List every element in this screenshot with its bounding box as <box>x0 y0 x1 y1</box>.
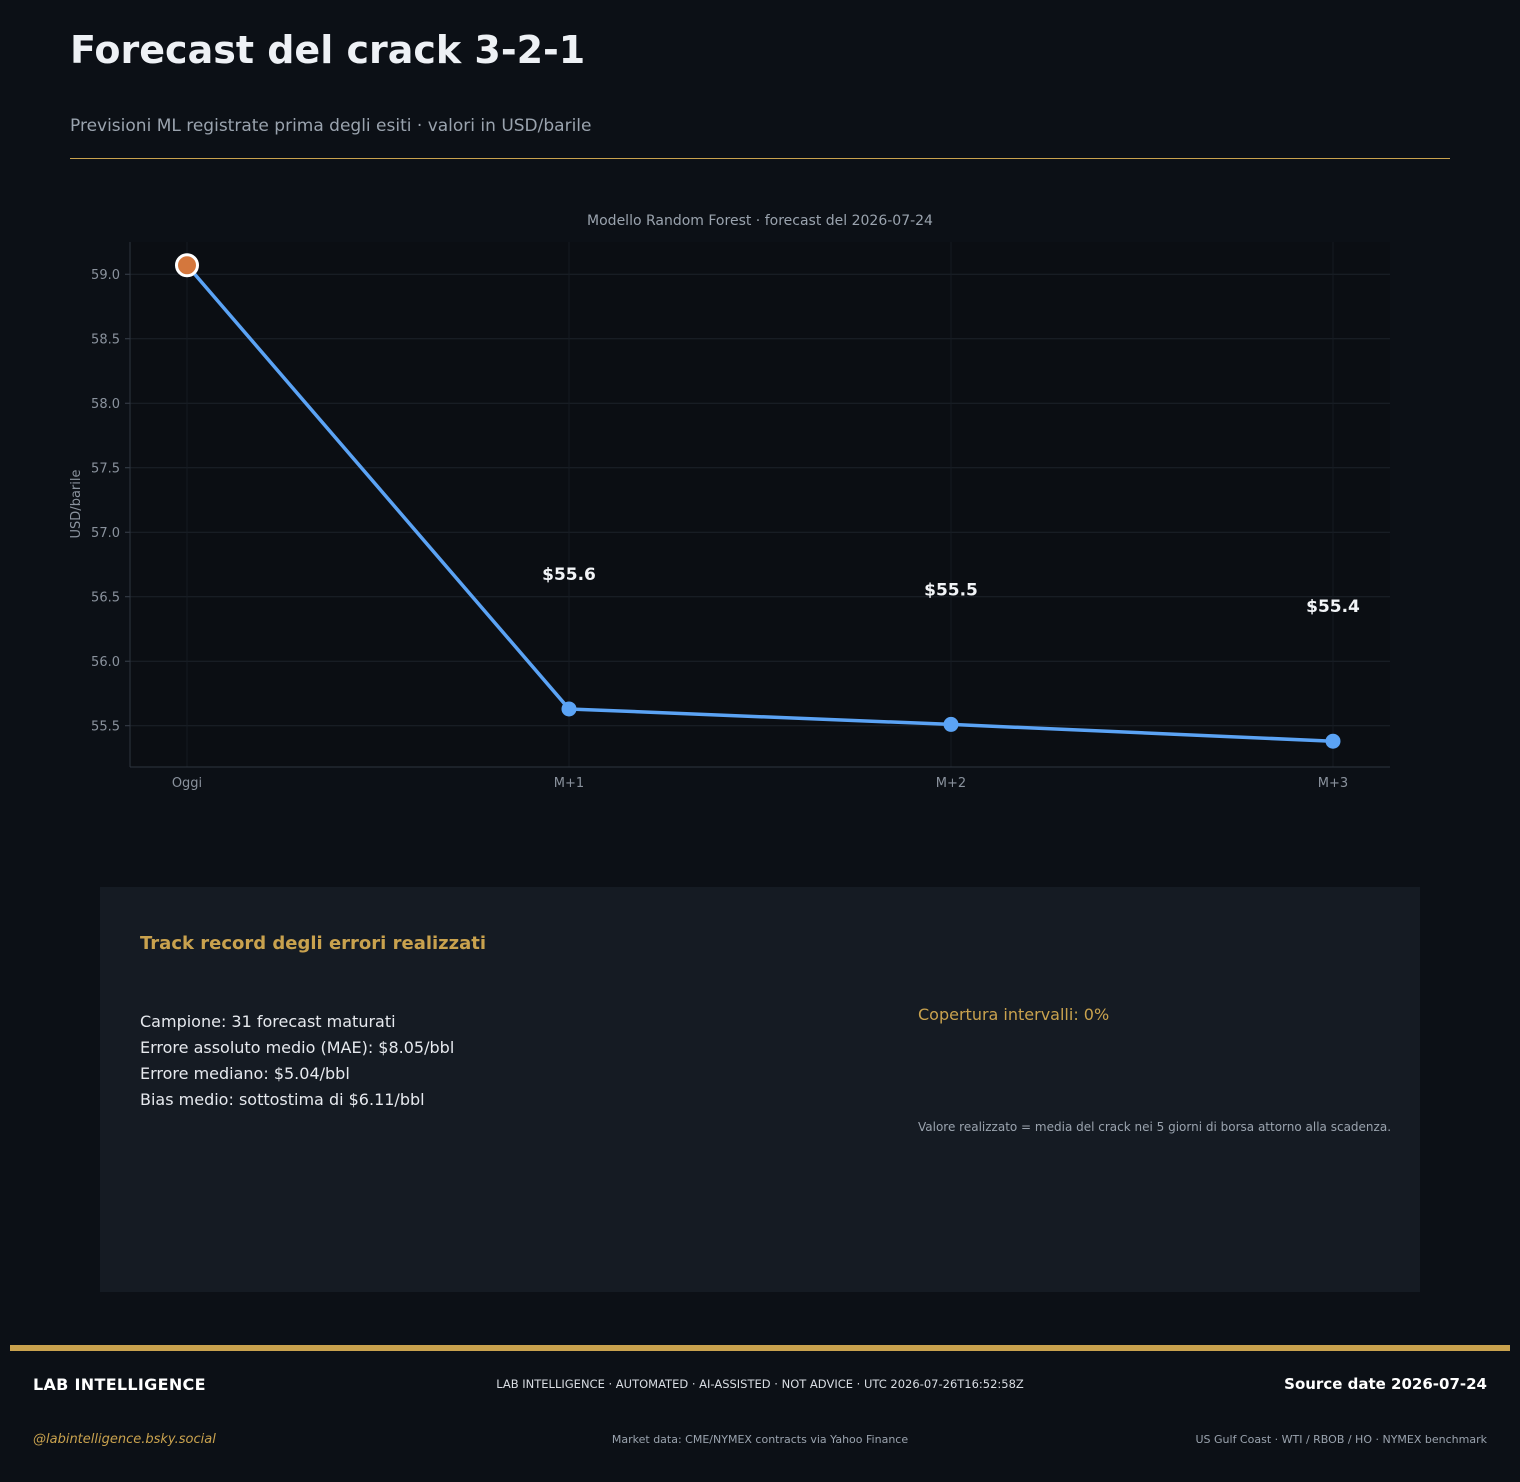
footer-market-data: Market data: CME/NYMEX contracts via Yah… <box>611 1433 909 1446</box>
y-tick-label: 56.0 <box>91 655 120 670</box>
forecast-series-line <box>185 263 1335 743</box>
realized-value-note: Valore realizzato = media del crack nei … <box>918 1120 1392 1134</box>
forecast-point <box>943 716 959 732</box>
page-title: Forecast del crack 3-2-1 <box>70 28 586 72</box>
data-label: $55.6 <box>542 565 596 585</box>
y-tick-label: 58.0 <box>91 397 120 412</box>
page-subtitle: Previsioni ML registrate prima degli esi… <box>70 116 592 136</box>
y-tick-label: 59.0 <box>91 268 120 283</box>
stat-median-error: Errore mediano: $5.04/bbl <box>140 1064 350 1083</box>
y-tick-label: 56.5 <box>91 591 120 606</box>
y-tick-label: 58.5 <box>91 333 120 348</box>
track-record-panel: Track record degli errori realizzati Cam… <box>100 887 1420 1292</box>
x-tick-label: M+3 <box>1318 776 1348 791</box>
forecast-point <box>561 701 577 717</box>
chart-title: Modello Random Forest · forecast del 202… <box>587 213 933 229</box>
header-divider <box>70 158 1450 159</box>
interval-coverage: Copertura intervalli: 0% <box>918 1005 1110 1024</box>
today-point <box>175 253 199 278</box>
y-tick-label: 57.0 <box>91 526 120 541</box>
track-record-stats: Campione: 31 forecast maturati Errore as… <box>140 1009 454 1113</box>
y-tick-label: 55.5 <box>91 720 120 735</box>
data-label: $55.5 <box>924 580 978 600</box>
footer-disclaimer: LAB INTELLIGENCE · AUTOMATED · AI-ASSIST… <box>496 1377 1024 1391</box>
footer-accent-bar <box>10 1345 1510 1351</box>
stat-mae: Errore assoluto medio (MAE): $8.05/bbl <box>140 1038 455 1057</box>
stat-sample: Campione: 31 forecast maturati <box>140 1012 396 1031</box>
footer-social-handle[interactable]: @labintelligence.bsky.social <box>33 1432 216 1447</box>
forecast-point <box>1325 733 1341 749</box>
forecast-line-chart: Modello Random Forest · forecast del 202… <box>69 213 1390 791</box>
y-tick-label: 57.5 <box>91 462 120 477</box>
y-axis-label: USD/barile <box>69 470 84 539</box>
x-tick-label: Oggi <box>172 776 202 791</box>
x-tick-label: M+1 <box>554 776 584 791</box>
data-label: $55.4 <box>1306 597 1360 617</box>
x-tick-label: M+2 <box>936 776 966 791</box>
stat-bias: Bias medio: sottostima di $6.11/bbl <box>140 1090 425 1109</box>
footer-source-date: Source date 2026-07-24 <box>1284 1375 1487 1393</box>
track-record-title: Track record degli errori realizzati <box>140 933 487 954</box>
plot-area <box>130 242 1390 767</box>
footer-benchmark: US Gulf Coast · WTI / RBOB / HO · NYMEX … <box>1195 1433 1487 1446</box>
footer-brand: LAB INTELLIGENCE <box>33 1375 206 1394</box>
